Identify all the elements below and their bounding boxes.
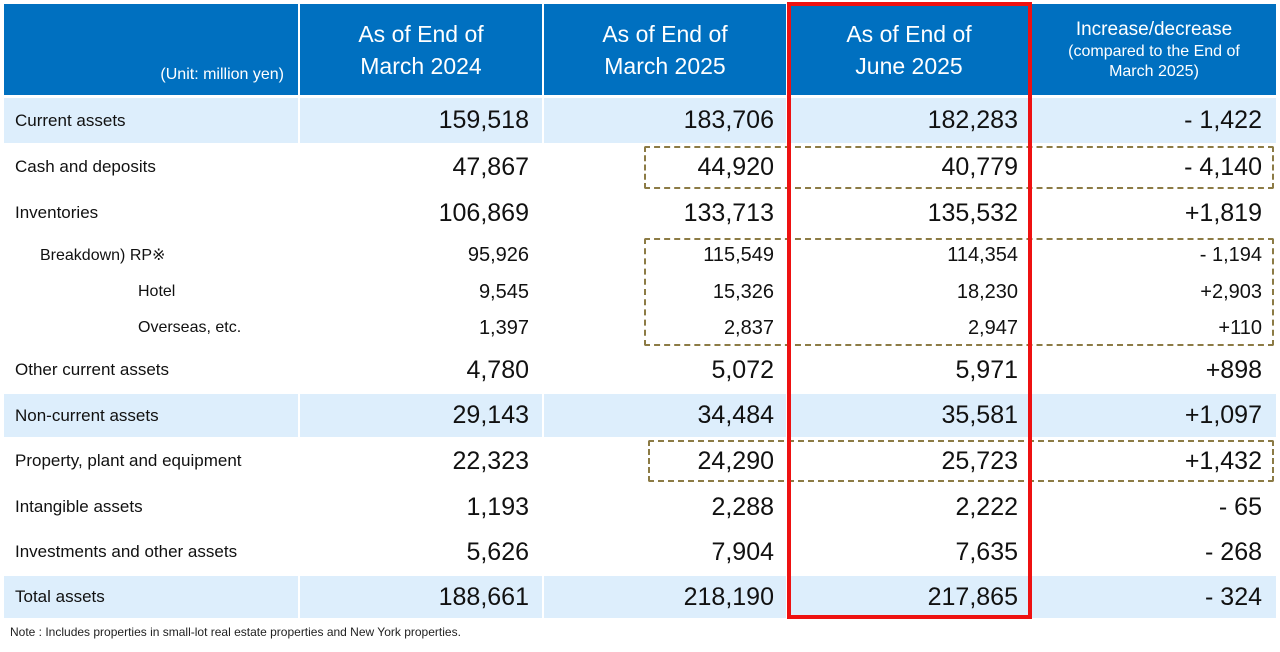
value-change: - 4,140	[1184, 152, 1262, 181]
dashed-highlight-cash	[644, 146, 1274, 189]
row-label: Property, plant and equipment	[15, 451, 242, 470]
value-june-2025: 35,581	[941, 401, 1018, 429]
value-march-2025: 7,904	[711, 537, 774, 566]
value-march-2025: 44,920	[697, 152, 774, 181]
header-june-2025: As of End of June 2025	[788, 4, 1030, 95]
value-march-2025: 24,290	[697, 446, 774, 475]
row-label: Inventories	[15, 203, 99, 222]
value-change: +1,432	[1184, 446, 1262, 475]
table-row: Intangible assets 1,193 2,288 2,222 - 65	[4, 485, 1276, 529]
table-row: Other current assets 4,780 5,072 5,971 +…	[4, 348, 1276, 392]
value-change: - 65	[1218, 492, 1262, 521]
header-march-2025: As of End of March 2025	[544, 4, 786, 95]
header-line: March 2025)	[1109, 62, 1199, 80]
table-row: Hotel 9,545 15,326 18,230 +2,903	[4, 274, 1276, 310]
value-change: +2,903	[1200, 280, 1262, 303]
table-row: Property, plant and equipment 22,323 24,…	[4, 439, 1276, 483]
table-row: Overseas, etc. 1,397 2,837 2,947 +110	[4, 310, 1276, 346]
row-label: Intangible assets	[15, 497, 143, 516]
value-june-2025: 40,779	[941, 152, 1018, 181]
value-change: - 1,422	[1184, 106, 1262, 134]
header-line: As of End of	[846, 20, 972, 47]
dashed-highlight-ppe	[648, 440, 1274, 482]
value-march-2025: 133,713	[683, 198, 774, 227]
value-june-2025: 135,532	[927, 198, 1018, 227]
value-march-2025: 15,326	[712, 280, 774, 303]
row-label: Non-current assets	[15, 405, 159, 425]
value-march-2024: 29,143	[452, 401, 529, 429]
table-row: Breakdown) RP※ 95,926 115,549 114,354 - …	[4, 237, 1276, 273]
table-row: Total assets 188,661 218,190 217,865 - 3…	[4, 576, 1276, 618]
header-line: March 2024	[360, 52, 482, 79]
value-march-2025: 115,549	[703, 243, 774, 266]
column-divider	[542, 4, 544, 618]
value-march-2024: 9,545	[478, 280, 529, 303]
row-label: Investments and other assets	[15, 542, 238, 561]
value-june-2025: 114,354	[947, 243, 1018, 266]
value-june-2025: 25,723	[941, 446, 1018, 475]
value-change: +898	[1205, 355, 1262, 384]
table-row: Inventories 106,869 133,713 135,532 +1,8…	[4, 191, 1276, 235]
row-label: Current assets	[15, 110, 126, 130]
value-march-2024: 188,661	[438, 582, 529, 611]
value-march-2024: 106,869	[438, 198, 529, 227]
value-march-2025: 2,837	[723, 316, 774, 339]
value-june-2025: 18,230	[956, 280, 1018, 303]
table-row: Current assets 159,518 183,706 182,283 -…	[4, 98, 1276, 143]
value-change: - 1,194	[1199, 243, 1262, 266]
row-label: Breakdown) RP※	[40, 247, 166, 264]
value-march-2025: 5,072	[711, 355, 774, 384]
header-unit-cell: (Unit: million yen)	[4, 4, 298, 95]
value-change: +110	[1218, 316, 1262, 339]
value-march-2024: 159,518	[438, 106, 529, 134]
footnote: Note : Includes properties in small-lot …	[10, 625, 461, 639]
value-march-2024: 22,323	[452, 446, 529, 475]
value-june-2025: 5,971	[955, 355, 1018, 384]
row-label: Cash and deposits	[15, 157, 156, 176]
value-march-2025: 218,190	[683, 582, 774, 611]
table-row: Non-current assets 29,143 34,484 35,581 …	[4, 394, 1276, 437]
row-label: Hotel	[138, 283, 176, 300]
row-label: Overseas, etc.	[138, 319, 242, 336]
table-row: Cash and deposits 47,867 44,920 40,779 -…	[4, 145, 1276, 189]
value-march-2024: 95,926	[467, 243, 529, 266]
value-march-2025: 2,288	[711, 492, 774, 521]
table-row: Investments and other assets 5,626 7,904…	[4, 530, 1276, 574]
value-change: +1,097	[1184, 401, 1262, 429]
unit-label: (Unit: million yen)	[160, 66, 284, 83]
dashed-highlight-breakdown	[644, 238, 1274, 346]
value-march-2025: 34,484	[697, 401, 774, 429]
column-divider	[298, 4, 300, 618]
value-march-2025: 183,706	[683, 106, 774, 134]
value-change: +1,819	[1184, 198, 1262, 227]
header-line: (compared to the End of	[1068, 42, 1240, 60]
header-increase-decrease: Increase/decrease (compared to the End o…	[1032, 4, 1276, 95]
value-june-2025: 2,222	[955, 492, 1018, 521]
header-line: June 2025	[855, 52, 963, 79]
header-line: March 2025	[604, 52, 726, 79]
row-label: Total assets	[15, 587, 105, 606]
header-line: As of End of	[602, 20, 728, 47]
value-march-2024: 5,626	[466, 537, 529, 566]
value-june-2025: 7,635	[955, 537, 1018, 566]
value-change: - 268	[1205, 537, 1262, 566]
value-june-2025: 2,947	[967, 316, 1018, 339]
header-march-2024: As of End of March 2024	[300, 4, 542, 95]
value-march-2024: 1,397	[478, 316, 529, 339]
value-change: - 324	[1205, 582, 1262, 611]
value-march-2024: 47,867	[452, 152, 529, 181]
header-line: As of End of	[358, 20, 484, 47]
value-march-2024: 1,193	[466, 492, 529, 521]
header-line: Increase/decrease	[1075, 18, 1233, 40]
value-june-2025: 182,283	[927, 106, 1018, 134]
value-june-2025: 217,865	[927, 582, 1018, 611]
value-march-2024: 4,780	[466, 355, 529, 384]
row-label: Other current assets	[15, 360, 170, 379]
june-2025-highlight-frame	[787, 2, 1032, 619]
